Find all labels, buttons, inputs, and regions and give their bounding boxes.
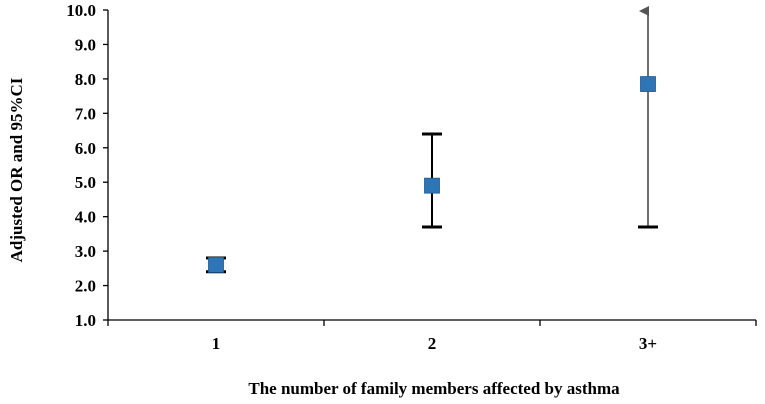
x-axis: 1 2 3+ (107, 319, 757, 353)
y-tick-label: 1.0 (75, 311, 96, 330)
data-point-group (638, 6, 658, 229)
y-tick-label: 3.0 (75, 242, 96, 261)
y-axis-title: Adjusted OR and 95%CI (7, 77, 26, 262)
y-axis: 1.0 2.0 3.0 4.0 5.0 6.0 7.0 8.0 9.0 10.0 (66, 1, 109, 330)
y-tick-label: 2.0 (75, 277, 96, 296)
x-tick-label: 1 (212, 334, 221, 353)
or-marker (424, 177, 440, 194)
or-marker (208, 256, 224, 273)
y-tick-label: 10.0 (66, 1, 96, 20)
data-marks (206, 6, 658, 274)
y-tick-label: 8.0 (75, 70, 96, 89)
y-tick-label: 9.0 (75, 35, 96, 54)
x-tick-label: 2 (428, 334, 437, 353)
y-tick-label: 4.0 (75, 208, 96, 227)
or-marker (640, 76, 656, 92)
x-axis-title: The number of family members affected by… (248, 379, 620, 398)
y-tick-label: 5.0 (75, 173, 96, 192)
data-point-group (206, 256, 226, 274)
x-tick-label: 3+ (639, 334, 657, 353)
y-tick-label: 6.0 (75, 139, 96, 158)
y-tick-label: 7.0 (75, 104, 96, 123)
data-point-group (422, 132, 442, 229)
